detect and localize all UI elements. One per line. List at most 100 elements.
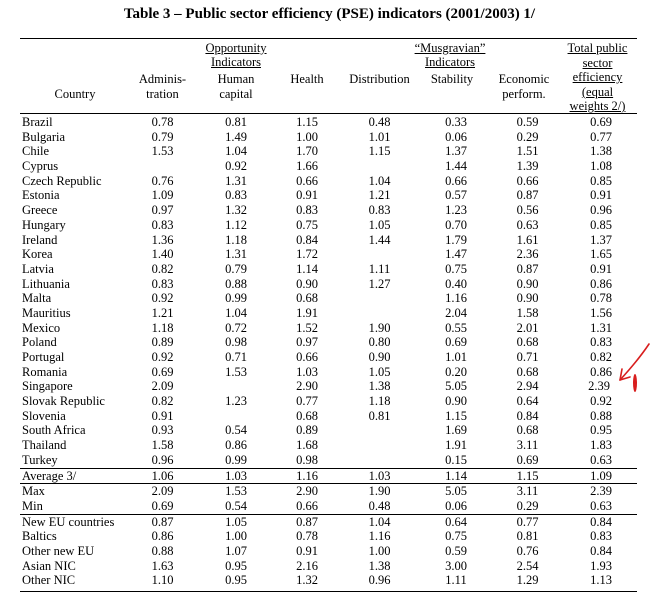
distribution-cell	[337, 306, 422, 321]
country-cell: Czech Republic	[22, 173, 102, 188]
total-pse-value: 1.09	[590, 468, 612, 483]
total-pse-line4: (equal	[581, 84, 614, 99]
total-pse-value: 0.78	[590, 291, 612, 306]
table-row: Mauritius 1.21 1.04 1.91 2.04 1.58 1.56	[20, 306, 637, 321]
administration-cell: 2.09	[151, 379, 174, 394]
country-cell: Baltics	[22, 529, 57, 544]
economic-performance-cell: 1.58	[516, 305, 539, 320]
economic-performance-cell: 0.63	[516, 217, 539, 232]
total-pse-cell: 0.82	[565, 350, 637, 365]
stability-cell: 0.06	[445, 129, 467, 144]
total-pse-line1: Total public	[567, 41, 628, 55]
country-cell: Mexico	[22, 320, 61, 335]
total-pse-line2: sector	[582, 55, 613, 70]
table-row: Brazil 0.78 0.81 1.15 0.48 0.33 0.59 0.69	[20, 115, 637, 130]
administration-cell	[130, 159, 195, 174]
human-capital-cell: 0.92	[225, 159, 247, 174]
musgravian-group-line1: “Musgravian”	[414, 41, 486, 55]
total-pse-cell: 2.39	[565, 483, 637, 499]
total-pse-value: 0.77	[590, 129, 612, 144]
human-capital-cell: 1.49	[225, 129, 247, 144]
table-row: Ireland 1.36 1.18 0.84 1.44 1.79 1.61 1.37	[20, 233, 637, 248]
human-capital-cell: 0.86	[225, 438, 247, 453]
country-cell: Average 3/	[20, 467, 130, 484]
health-cell: 1.14	[296, 261, 318, 276]
stability-cell: 0.33	[445, 115, 467, 129]
total-pse-cell: 0.63	[565, 453, 637, 468]
stability-cell: 0.75	[445, 529, 467, 544]
total-pse-value: 0.63	[590, 452, 612, 467]
total-pse-value: 1.08	[590, 159, 612, 174]
stability-cell: 0.59	[445, 543, 467, 558]
total-pse-value: 1.83	[590, 438, 612, 453]
opportunity-group-header: Opportunity Indicators	[195, 41, 277, 69]
total-pse-cell: 1.37	[565, 233, 637, 248]
musgravian-group-line2: Indicators	[425, 55, 475, 69]
table-row: Asian NIC 1.63 0.95 2.16 1.38 3.00 2.54 1.93	[20, 559, 637, 574]
total-pse-line3: efficiency	[572, 70, 623, 84]
total-pse-value: 1.31	[590, 320, 612, 335]
administration-cell: 0.92	[151, 350, 174, 364]
distribution-cell	[337, 291, 422, 306]
stability-cell: 1.37	[445, 144, 467, 159]
country-cell: Bulgaria	[22, 129, 66, 144]
administration-cell: 2.09	[130, 483, 195, 499]
country-cell: Ireland	[22, 232, 58, 247]
total-pse-value: 1.38	[590, 144, 612, 159]
table-row: Mexico 1.18 0.72 1.52 1.90 0.55 2.01 1.31	[20, 321, 637, 336]
total-pse-value: 1.56	[590, 305, 612, 320]
health-cell: 2.90	[296, 379, 318, 394]
health-cell: 0.98	[296, 452, 318, 467]
stability-cell: 5.05	[445, 379, 467, 394]
human-capital-cell: 1.12	[225, 217, 247, 232]
human-capital-cell: 0.88	[225, 276, 247, 291]
economic-performance-cell: 0.90	[516, 291, 539, 306]
health-cell: 0.91	[296, 188, 318, 203]
human-capital-cell: 0.54	[225, 498, 247, 513]
stability-cell: 1.16	[445, 291, 467, 306]
total-pse-cell: 2.39	[565, 374, 637, 394]
total-pse-cell: 0.83	[565, 335, 637, 350]
health-cell: 0.83	[296, 203, 318, 218]
distribution-cell: 0.83	[368, 203, 391, 218]
stability-cell: 1.91	[445, 438, 467, 453]
country-cell: Romania	[22, 364, 68, 379]
health-cell: 0.66	[296, 173, 318, 188]
economic-performance-cell: 0.59	[516, 115, 539, 129]
total-pse-cell: 0.88	[565, 409, 637, 424]
human-capital-header-line1: Human	[217, 72, 255, 86]
health-cell: 1.52	[296, 320, 318, 335]
health-cell: 0.77	[296, 394, 318, 409]
total-pse-value: 0.83	[590, 335, 612, 350]
health-column-header: Health	[290, 72, 324, 86]
economic-performance-cell: 2.36	[516, 247, 539, 262]
total-pse-value: 0.91	[590, 188, 612, 203]
country-cell: Singapore	[22, 379, 73, 394]
total-pse-cell: 0.91	[565, 262, 637, 277]
distribution-cell: 1.27	[368, 276, 391, 291]
country-cell: Turkey	[22, 452, 58, 467]
administration-cell: 1.40	[151, 247, 174, 262]
health-cell: 1.91	[296, 305, 318, 320]
total-pse-cell: 0.84	[565, 544, 637, 559]
total-pse-value: 1.37	[590, 232, 612, 247]
country-cell: Brazil	[22, 115, 53, 129]
distribution-cell	[337, 247, 422, 262]
stability-cell: 0.75	[445, 261, 467, 276]
total-pse-cell: 0.85	[565, 174, 637, 189]
economic-header-line2: perform.	[502, 86, 546, 101]
stability-cell: 0.20	[445, 364, 467, 379]
distribution-cell: 1.03	[337, 467, 422, 484]
administration-cell: 0.83	[151, 217, 174, 232]
country-cell: New EU countries	[20, 513, 130, 530]
table-row: Greece 0.97 1.32 0.83 0.83 1.23 0.56 0.96	[20, 203, 637, 218]
table-row: Slovak Republic 0.82 1.23 0.77 1.18 0.90 0.64 0…	[20, 394, 637, 409]
administration-cell: 1.36	[151, 232, 174, 247]
administration-header-line1: Adminis-	[138, 72, 187, 86]
total-pse-value: 1.13	[590, 573, 612, 588]
stability-cell: 1.79	[445, 232, 467, 247]
total-pse-value: 0.83	[590, 529, 612, 544]
total-pse-cell: 0.83	[565, 529, 637, 544]
stability-cell: 0.15	[445, 452, 467, 467]
stability-cell: 0.06	[445, 498, 467, 513]
